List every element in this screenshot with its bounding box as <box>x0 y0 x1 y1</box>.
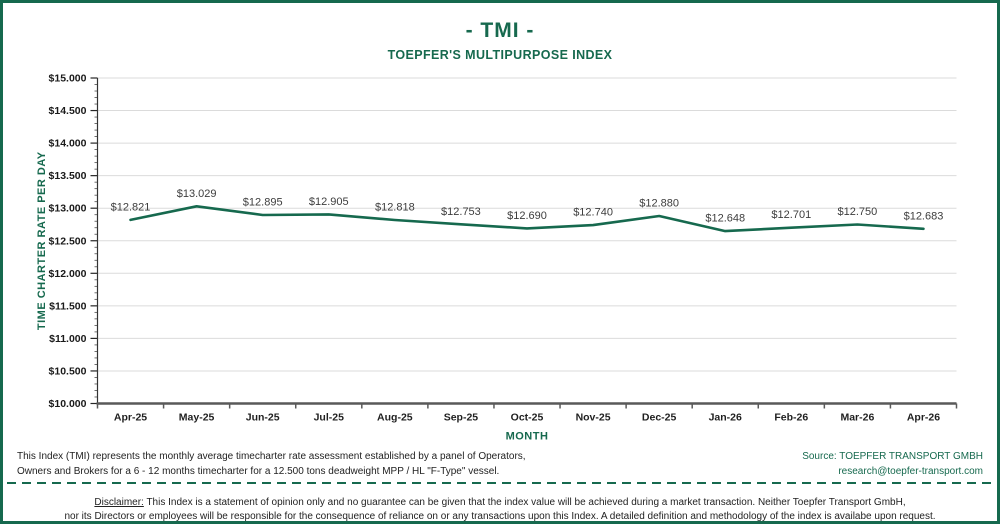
data-label: $12.648 <box>705 213 745 225</box>
x-tick-label: Sep-25 <box>444 412 479 424</box>
index-description: This Index (TMI) represents the monthly … <box>17 450 526 479</box>
series-line <box>129 205 925 233</box>
y-tick-label: $12.500 <box>49 235 87 247</box>
disclaimer-text1: This Index is a statement of opinion onl… <box>146 497 906 508</box>
x-tick-label: Aug-25 <box>377 412 413 424</box>
x-tick-label: Jun-25 <box>246 412 280 424</box>
data-label: $12.905 <box>309 196 349 208</box>
y-tick-label: $12.000 <box>49 268 87 280</box>
x-tick-label: Jan-26 <box>709 412 742 424</box>
page-title: - TMI - <box>465 19 535 42</box>
y-tick-label: $14.500 <box>49 105 87 117</box>
y-tick-label: $10.500 <box>49 365 87 377</box>
disclaimer-text2: nor its Directors or employees will be r… <box>64 510 936 522</box>
source-info: Source: TOEPFER TRANSPORT GMBH research@… <box>802 450 983 479</box>
data-label: $12.750 <box>838 206 878 218</box>
data-label: $12.701 <box>771 209 811 221</box>
dashed-divider <box>7 482 993 484</box>
disclaimer-line1: Disclaimer: This Index is a statement of… <box>11 496 989 510</box>
data-label: $12.821 <box>111 201 151 213</box>
y-axis-title: TIME CHARTER RATE PER DAY <box>36 151 48 330</box>
x-tick-label: Nov-25 <box>576 412 611 424</box>
y-tick-label: $13.000 <box>49 203 87 215</box>
y-tick-label: $13.500 <box>49 170 87 182</box>
x-tick-label: Oct-25 <box>511 412 544 424</box>
source-line: Source: TOEPFER TRANSPORT GMBH <box>802 451 983 462</box>
contact-email-link[interactable]: research@toepfer-transport.com <box>838 465 983 477</box>
data-label: $13.029 <box>177 188 217 200</box>
disclaimer: Disclaimer: This Index is a statement of… <box>11 496 989 522</box>
x-tick-label: Apr-26 <box>907 412 940 424</box>
x-tick-label: Apr-25 <box>114 412 147 424</box>
x-tick-label: Jul-25 <box>314 412 345 424</box>
x-tick-label: Mar-26 <box>840 412 874 424</box>
y-tick-label: $11.500 <box>49 300 87 312</box>
x-tick-label: Dec-25 <box>642 412 677 424</box>
y-tick-label: $10.000 <box>49 398 87 410</box>
disclaimer-label: Disclaimer: <box>94 497 144 508</box>
y-tick-label: $15.000 <box>49 73 87 85</box>
data-label: $12.818 <box>375 202 415 214</box>
chart-canvas: $10.000 $10.500 $11.000 $11.500 $12.000 $12.5… <box>36 73 958 443</box>
footer-row: This Index (TMI) represents the monthly … <box>17 450 983 479</box>
page-subtitle: TOEPFER'S MULTIPURPOSE INDEX <box>387 48 613 62</box>
data-label: $12.895 <box>243 197 283 209</box>
y-tick-label: $14.000 <box>49 138 87 150</box>
data-label: $12.683 <box>904 210 944 222</box>
data-label: $12.880 <box>639 198 679 210</box>
tmi-line-chart: $10.000 $10.500 $11.000 $11.500 $12.000 $12.5… <box>3 63 997 445</box>
data-label: $12.740 <box>573 207 613 219</box>
data-label: $12.753 <box>441 206 481 218</box>
y-tick-label: $11.000 <box>49 333 87 345</box>
index-description-line1: This Index (TMI) represents the monthly … <box>17 451 526 462</box>
data-label: $12.690 <box>507 210 547 222</box>
x-tick-label: May-25 <box>179 412 215 424</box>
x-tick-label: Feb-26 <box>774 412 808 424</box>
x-axis-title: MONTH <box>506 431 549 443</box>
index-description-line2: Owners and Brokers for a 6 - 12 months t… <box>17 465 500 477</box>
